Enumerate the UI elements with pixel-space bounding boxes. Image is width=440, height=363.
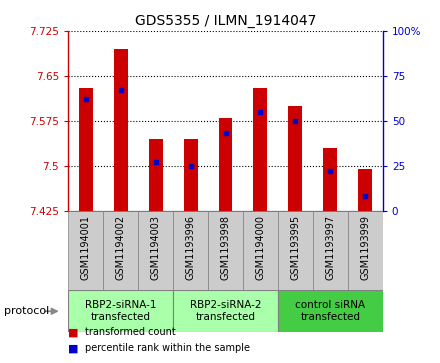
Text: transformed count: transformed count <box>85 327 176 337</box>
Bar <box>68 290 173 332</box>
Title: GDS5355 / ILMN_1914047: GDS5355 / ILMN_1914047 <box>135 15 316 28</box>
Text: GSM1193997: GSM1193997 <box>325 215 335 280</box>
Text: GSM1193998: GSM1193998 <box>220 215 231 280</box>
Bar <box>219 118 232 211</box>
Text: ■: ■ <box>68 327 79 337</box>
Bar <box>358 168 372 211</box>
Text: GSM1193996: GSM1193996 <box>186 215 195 280</box>
Text: GSM1194003: GSM1194003 <box>150 215 161 280</box>
Bar <box>138 211 173 290</box>
Bar <box>68 211 103 290</box>
Text: percentile rank within the sample: percentile rank within the sample <box>85 343 250 354</box>
Bar <box>79 88 93 211</box>
Text: RBP2-siRNA-2
transfected: RBP2-siRNA-2 transfected <box>190 301 261 322</box>
Bar <box>289 106 302 211</box>
Bar <box>348 211 383 290</box>
Text: GSM1194000: GSM1194000 <box>256 215 265 280</box>
Bar <box>278 290 383 332</box>
Bar <box>173 211 208 290</box>
Text: GSM1193995: GSM1193995 <box>290 215 301 280</box>
Bar <box>243 211 278 290</box>
Bar <box>313 211 348 290</box>
Bar <box>323 148 337 211</box>
Bar <box>173 290 278 332</box>
Text: protocol: protocol <box>4 306 50 316</box>
Bar <box>114 49 128 211</box>
Text: RBP2-siRNA-1
transfected: RBP2-siRNA-1 transfected <box>85 301 156 322</box>
Bar <box>278 211 313 290</box>
Bar <box>208 211 243 290</box>
Text: control siRNA
transfected: control siRNA transfected <box>295 301 366 322</box>
Bar <box>149 139 163 211</box>
Text: GSM1194001: GSM1194001 <box>81 215 91 280</box>
Text: ■: ■ <box>68 343 79 354</box>
Bar <box>103 211 138 290</box>
Text: GSM1193999: GSM1193999 <box>360 215 370 280</box>
Bar <box>183 139 198 211</box>
Text: GSM1194002: GSM1194002 <box>116 215 126 280</box>
Bar <box>253 88 268 211</box>
